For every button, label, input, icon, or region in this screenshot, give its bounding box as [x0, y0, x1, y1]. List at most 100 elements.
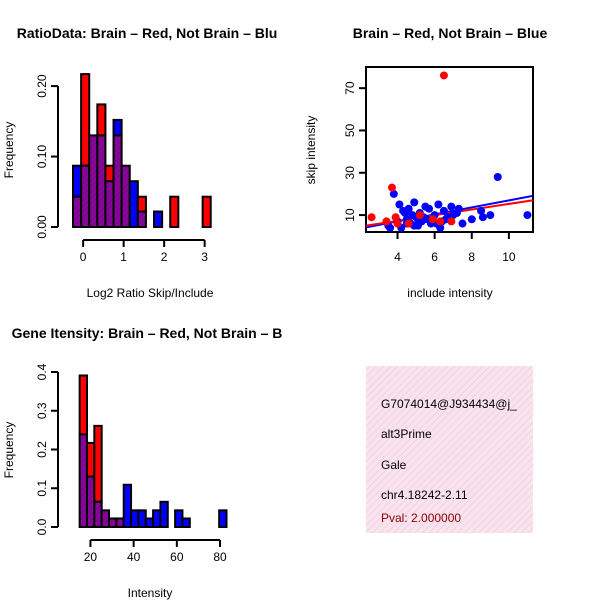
scatter-point-brain	[436, 217, 445, 226]
scatter-point-brain	[382, 217, 391, 226]
scatter-axes: 4 6 8 10 10 30 50 70	[343, 81, 516, 264]
ratio-hist-x-tick-label: 3	[201, 250, 208, 264]
ratio-hist-bar-overlap	[96, 134, 107, 228]
intensity-hist-bar-brain	[78, 374, 88, 436]
scatter-title: Brain – Red, Not Brain – Blue	[353, 25, 548, 41]
ratio-hist-bar-overlap	[112, 134, 123, 228]
scatter-point-not-brain	[477, 206, 486, 215]
ratio-hist-bar-not-brain	[153, 210, 164, 228]
ratio-hist-bar-brain	[201, 195, 212, 228]
ratio-hist-y-tick-label: 0.00	[35, 215, 49, 239]
scatter-point-not-brain	[425, 204, 434, 213]
intensity-histogram-panel: Gene Itensity: Brain – Red, Not Brain – …	[2, 325, 282, 600]
scatter-point-not-brain	[493, 173, 502, 181]
scatter-point-not-brain	[478, 213, 487, 222]
scatter-point-brain	[387, 183, 396, 192]
intensity-hist-title: Gene Itensity: Brain – Red, Not Brain – …	[12, 325, 283, 341]
ratio-hist-bar-brain	[136, 195, 147, 213]
scatter-points	[367, 71, 532, 232]
ratio-hist-bar-brain	[169, 195, 180, 228]
ratio-hist-axes: 0 1 2 3 0.00 0.10 0.20	[35, 74, 208, 264]
scatter-point-brain	[367, 213, 376, 222]
ratio-hist-bar-not-brain	[128, 180, 139, 228]
ratio-hist-y-tick-label: 0.20	[35, 74, 49, 98]
scatter-y-tick-label: 10	[343, 208, 357, 222]
scatter-point-not-brain	[439, 206, 448, 215]
ratio-hist-x-tick-label: 2	[161, 250, 168, 264]
scatter-point-not-brain	[449, 211, 458, 220]
ratio-hist-x-tick-label: 1	[120, 250, 127, 264]
intensity-hist-x-tick-label: 20	[84, 550, 98, 564]
ratio-hist-bar-overlap	[88, 134, 99, 228]
intensity-hist-y-tick-label: 0.2	[35, 441, 49, 458]
scatter-point-not-brain	[410, 198, 419, 207]
scatter-y-tick-label: 70	[343, 81, 357, 95]
ratio-hist-x-tick-label: 0	[80, 250, 87, 264]
scatter-point-brain	[428, 215, 437, 224]
scatter-point-not-brain	[395, 200, 404, 209]
scatter-x-tick-label: 8	[468, 250, 475, 264]
intensity-hist-x-tick-label: 40	[127, 550, 141, 564]
scatter-point-not-brain	[386, 223, 395, 232]
ratio-histogram-panel: RatioData: Brain – Red, Not Brain – Blu …	[2, 25, 277, 300]
intensity-hist-bar-brain	[93, 424, 103, 503]
intensity-hist-x-tick-label: 80	[213, 550, 227, 564]
scatter-plot-frame	[365, 66, 534, 233]
scatter-point-brain	[393, 219, 402, 228]
scatter-point-not-brain	[486, 211, 495, 220]
intensity-hist-bar-overlap	[100, 509, 111, 528]
scatter-point-not-brain	[458, 219, 467, 228]
intensity-hist-xlabel: Intensity	[128, 586, 173, 600]
scatter-y-tick-label: 30	[343, 166, 357, 180]
scatter-point-not-brain	[400, 208, 409, 217]
intensity-hist-bar-brain	[85, 441, 96, 478]
info-location: chr4.18242-2.11	[381, 488, 468, 502]
ratio-hist-y-tick-label: 0.10	[35, 145, 49, 169]
info-gene: Gale	[381, 458, 407, 472]
ratio-hist-bar-overlap	[136, 210, 147, 228]
ratio-hist-bar-not-brain	[112, 118, 123, 137]
info-event-id: G7074014@J934434@j_	[381, 397, 517, 411]
intensity-hist-bar-not-brain	[174, 509, 184, 528]
intensity-hist-y-tick-label: 0.0	[35, 518, 49, 535]
scatter-point-not-brain	[454, 204, 463, 213]
ratio-hist-bar-overlap	[104, 180, 115, 228]
scatter-point-brain	[447, 217, 456, 226]
ratio-hist-bar-overlap	[80, 164, 91, 228]
scatter-x-tick-label: 10	[502, 250, 516, 264]
intensity-hist-bar-not-brain	[122, 483, 133, 529]
scatter-point-not-brain	[434, 200, 443, 209]
intensity-scatter-panel: Brain – Red, Not Brain – Blue 4 6 8 10 10 30 5…	[304, 25, 547, 300]
intensity-hist-bar-not-brain	[152, 509, 162, 528]
intensity-hist-bar-overlap	[115, 517, 125, 528]
ratio-hist-bar-overlap	[120, 164, 131, 228]
intensity-hist-x-tick-label: 60	[170, 550, 184, 564]
intensity-hist-bar-not-brain	[144, 517, 155, 528]
scatter-x-tick-label: 6	[431, 250, 438, 264]
intensity-hist-bar-overlap	[78, 433, 88, 529]
intensity-hist-bar-not-brain	[130, 509, 140, 528]
ratio-hist-bar-brain	[104, 164, 115, 183]
ratio-hist-bar-overlap	[72, 195, 83, 228]
ratio-hist-ylabel: Frequency	[2, 122, 16, 179]
intensity-hist-bar-not-brain	[218, 509, 228, 528]
ratio-hist-bars	[72, 73, 212, 228]
info-pval: Pval: 2.000000	[381, 511, 461, 525]
scatter-xlabel: include intensity	[407, 286, 492, 300]
intensity-hist-bar-overlap	[85, 475, 96, 528]
intensity-hist-bar-not-brain	[181, 517, 191, 528]
intensity-hist-bars	[78, 374, 228, 529]
info-event-type: alt3Prime	[381, 427, 432, 441]
ratio-hist-bar-brain	[96, 103, 107, 137]
scatter-point-brain	[404, 219, 413, 228]
intensity-hist-bar-overlap	[108, 517, 118, 528]
scatter-point-not-brain	[447, 202, 456, 211]
info-panel: G7074014@J934434@j_ alt3Prime Gale chr4.…	[366, 366, 533, 533]
intensity-hist-y-tick-label: 0.4	[35, 363, 49, 380]
intensity-hist-axes: 20 40 60 80 0.0 0.1 0.2 0.3 0.4	[35, 363, 227, 564]
ratio-hist-bar-not-brain	[72, 164, 83, 198]
scatter-point-not-brain	[389, 189, 398, 198]
scatter-y-tick-label: 50	[343, 123, 357, 137]
scatter-ylabel: skip intensity	[304, 116, 318, 185]
scatter-point-not-brain	[467, 215, 476, 224]
